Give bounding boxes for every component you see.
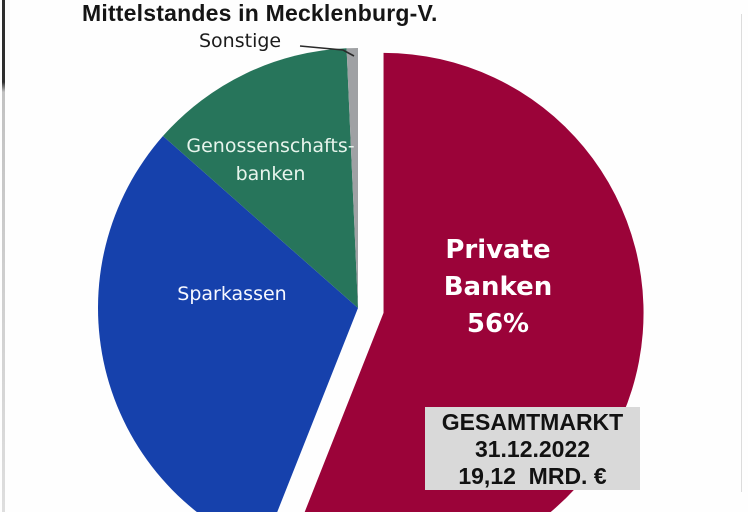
chart-title: Mittelstandes in Mecklenburg-V. <box>82 0 438 26</box>
pie-slice-private-banken <box>304 52 644 512</box>
gesamtmarkt-box-line2: 31.12.2022 <box>474 436 591 462</box>
sonstige-leader-line <box>299 45 355 57</box>
gesamtmarkt-box-line3: 19,12 MRD. € <box>458 463 607 489</box>
pie-slice-sonstige <box>346 47 358 308</box>
pie-slice-genossenschaftsbanken <box>162 48 358 308</box>
gesamtmarkt-box-line1: GESAMTMARKT <box>441 409 624 435</box>
scan-edge-right <box>741 14 742 492</box>
gesamtmarkt-box: GESAMTMARKT 31.12.2022 19,12 MRD. € <box>425 407 640 490</box>
pie-slice-sparkassen <box>98 136 358 512</box>
scan-edge-left <box>2 0 5 512</box>
